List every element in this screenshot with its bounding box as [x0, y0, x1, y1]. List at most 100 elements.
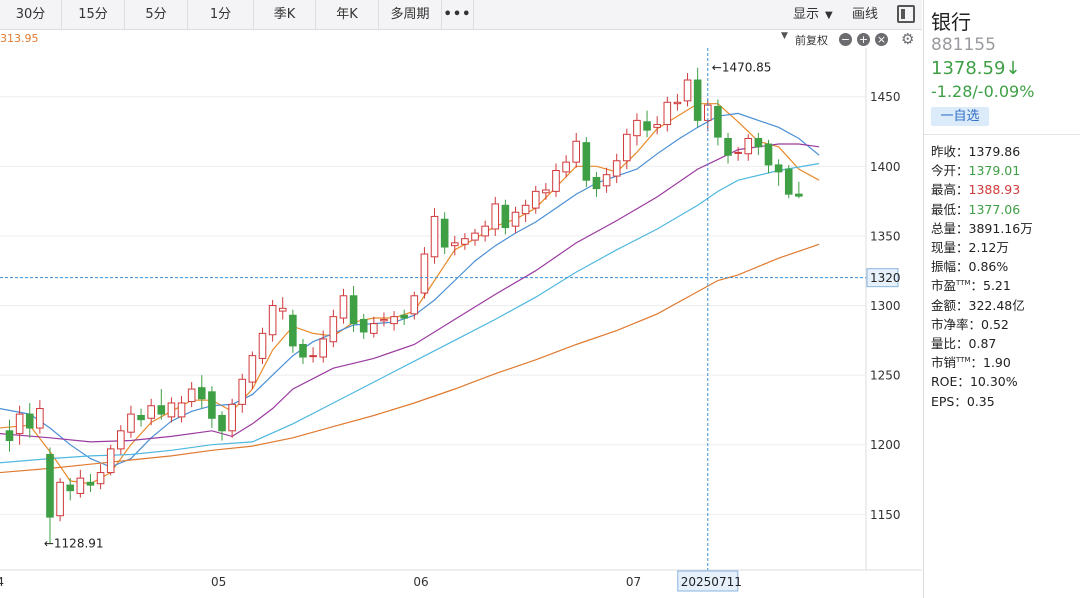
candle: [511, 206, 520, 234]
candle-body: [592, 176, 601, 190]
candle-body: [319, 338, 328, 358]
stat-value: 1379.86: [968, 144, 1021, 159]
more-icon[interactable]: •••: [442, 0, 474, 29]
candle: [319, 330, 328, 363]
candle: [258, 327, 267, 364]
moving-average-lines: [0, 103, 820, 485]
candle: [248, 351, 257, 390]
candle-body: [289, 314, 297, 347]
tab-1min[interactable]: 1分: [188, 0, 254, 29]
draw-line-button[interactable]: 画线: [852, 7, 879, 22]
candle-body: [400, 314, 408, 319]
candle-body: [177, 402, 186, 418]
candle-body: [734, 151, 742, 154]
stat-row: 市销TTM：1.90: [931, 352, 1011, 371]
chart-subbar: 313.95 ▼ 前复权: [0, 30, 922, 48]
add-watchlist-button[interactable]: 一自选: [931, 107, 989, 126]
stat-label: 总量：: [931, 220, 969, 236]
candle-body: [96, 472, 105, 485]
x-axis: 4 05 06 07: [0, 575, 641, 589]
candle: [370, 316, 378, 338]
stat-label: 昨收：: [931, 144, 969, 159]
zoom-in-icon[interactable]: +: [857, 33, 870, 46]
candle: [724, 132, 732, 164]
stat-label-tail: ：: [970, 278, 983, 294]
tab-year-k[interactable]: 年K: [316, 0, 379, 29]
crosshair-y-label-box: [866, 268, 899, 288]
candle-body: [572, 140, 581, 163]
candle: [430, 208, 439, 264]
candle-body: [187, 388, 196, 403]
candle: [359, 313, 368, 339]
candle: [268, 299, 277, 342]
candle-body: [86, 481, 95, 486]
candle: [106, 444, 115, 476]
candle: [66, 478, 75, 501]
candle: [86, 473, 95, 493]
candle-body: [258, 332, 267, 359]
crosshair: ←1470.85 ←1128.91 1320 20250711: [0, 48, 901, 592]
candle-body: [127, 413, 135, 433]
candle: [420, 247, 429, 299]
candle: [542, 183, 550, 200]
tab-15min[interactable]: 15分: [62, 0, 125, 29]
stat-value: 1.90: [983, 355, 1011, 371]
candle-body: [764, 143, 773, 166]
tab-quarter-k[interactable]: 季K: [254, 0, 316, 29]
candle: [653, 116, 661, 135]
candle-body: [349, 295, 358, 325]
candle: [167, 397, 176, 423]
candle: [764, 139, 773, 174]
candle: [795, 181, 803, 199]
stat-row: 最高：1388.93: [931, 179, 1020, 198]
candle-body: [744, 137, 753, 155]
candle-body: [795, 193, 803, 197]
stat-label-tail: ：: [970, 355, 983, 371]
close-icon[interactable]: ×: [875, 33, 888, 46]
panel-toggle-icon[interactable]: [897, 5, 915, 23]
crosshair-x-label: 20250711: [681, 575, 742, 589]
candle: [46, 447, 54, 544]
candle: [349, 286, 358, 332]
candle: [602, 167, 611, 193]
stat-value: 0.87: [968, 336, 997, 351]
x-tick-label: 06: [413, 575, 428, 589]
stat-value: 0.35: [966, 393, 995, 409]
candle-body: [309, 355, 317, 358]
adjust-mode-select[interactable]: 前复权: [795, 34, 828, 47]
candle-body: [673, 101, 682, 105]
tab-30min[interactable]: 30分: [0, 0, 62, 29]
display-button[interactable]: 显示 ▼: [793, 0, 833, 29]
candle: [572, 132, 581, 168]
candlestick-chart[interactable]: 1150 1200 1250 1300 1350 1400 1450 4 05 06 07 ←14…: [0, 48, 922, 598]
candle: [56, 478, 64, 522]
stat-row: 总量：3891.16万: [931, 218, 1033, 237]
stat-row: 市净率：0.52: [931, 314, 1009, 333]
candle: [693, 67, 702, 128]
stat-label: 量比：: [931, 336, 969, 351]
candle-body: [714, 105, 722, 138]
candle-body: [46, 453, 54, 518]
candle-body: [339, 295, 348, 319]
candle: [643, 110, 651, 138]
y-tick-label: 1300: [870, 299, 901, 313]
y-axis: 1150 1200 1250 1300 1350 1400 1450: [870, 90, 901, 522]
candle: [177, 396, 186, 423]
candle-body: [25, 413, 34, 429]
tab-5min[interactable]: 5分: [125, 0, 188, 29]
y-tick-label: 1350: [870, 229, 901, 243]
candle: [15, 405, 24, 445]
tab-multi-period[interactable]: 多周期: [379, 0, 442, 29]
zoom-out-icon[interactable]: −: [839, 33, 852, 46]
display-label: 显示: [793, 7, 820, 22]
chevron-down-icon[interactable]: ▼: [781, 31, 788, 41]
candle: [208, 386, 216, 429]
gear-icon[interactable]: ⚙: [901, 30, 915, 48]
candle: [25, 402, 34, 438]
candle: [197, 375, 206, 409]
candles: [5, 67, 803, 544]
candle-body: [724, 137, 732, 156]
candle: [623, 128, 631, 170]
stat-row: ROE：10.30%: [931, 371, 1018, 390]
candle-body: [5, 430, 14, 442]
